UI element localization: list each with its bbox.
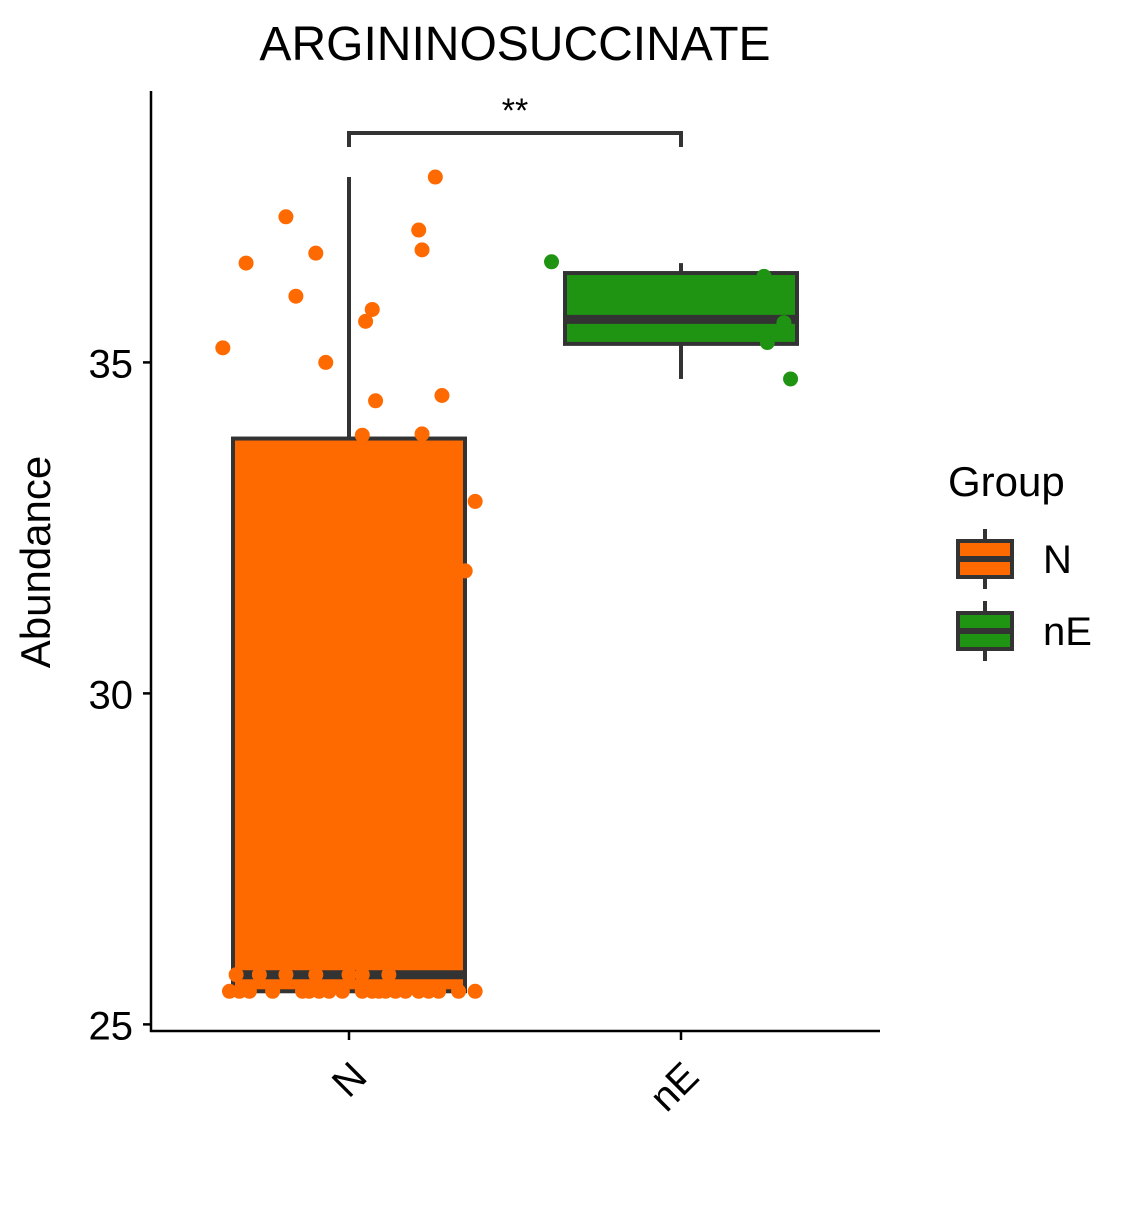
legend-label-N: N bbox=[1043, 538, 1072, 582]
data-point-N bbox=[278, 967, 294, 983]
data-point-N bbox=[278, 209, 294, 225]
data-point-N bbox=[251, 967, 267, 983]
legend-label-nE: nE bbox=[1043, 610, 1092, 654]
data-point-N bbox=[308, 245, 324, 261]
data-point-N bbox=[368, 393, 384, 409]
data-point-N bbox=[354, 967, 370, 983]
data-point-N bbox=[414, 242, 430, 258]
data-point-N bbox=[457, 563, 473, 579]
data-point-N bbox=[364, 301, 380, 317]
data-point-N bbox=[215, 340, 231, 356]
box-N bbox=[231, 436, 467, 994]
data-point-nE bbox=[776, 315, 792, 331]
data-point-N bbox=[434, 388, 450, 404]
data-point-N bbox=[397, 983, 413, 999]
data-point-N bbox=[318, 354, 334, 370]
y-tick-label: 35 bbox=[89, 342, 134, 386]
y-axis-label: Abundance bbox=[12, 456, 59, 669]
y-tick-label: 30 bbox=[89, 673, 134, 717]
data-point-nE bbox=[544, 254, 560, 270]
data-point-nE bbox=[759, 335, 775, 351]
chart-title: ARGININOSUCCINATE bbox=[259, 18, 770, 71]
x-tick-label: nE bbox=[642, 1054, 708, 1120]
data-point-N bbox=[238, 255, 254, 271]
data-point-N bbox=[341, 967, 357, 983]
legend: Group NnE bbox=[948, 458, 1092, 661]
data-point-N bbox=[288, 288, 304, 304]
data-point-N bbox=[381, 967, 397, 983]
data-point-N bbox=[431, 983, 447, 999]
data-point-N bbox=[308, 967, 324, 983]
data-point-nE bbox=[756, 268, 772, 284]
data-point-N bbox=[265, 983, 281, 999]
significance-label: ** bbox=[502, 92, 528, 130]
y-tick-label: 25 bbox=[89, 1004, 134, 1048]
legend-title: Group bbox=[948, 458, 1065, 505]
data-point-N bbox=[241, 983, 257, 999]
data-point-N bbox=[358, 313, 374, 329]
data-point-N bbox=[414, 426, 430, 442]
data-point-nE bbox=[783, 371, 799, 387]
significance-bracket bbox=[347, 131, 683, 147]
x-tick-label: N bbox=[324, 1054, 376, 1106]
data-point-nE bbox=[756, 296, 772, 312]
plot-area: 25 30 35 N nE ** bbox=[89, 91, 880, 1120]
data-point-N bbox=[334, 983, 350, 999]
data-point-N bbox=[411, 222, 427, 238]
data-point-N bbox=[451, 983, 467, 999]
data-point-N bbox=[354, 427, 370, 443]
data-point-N bbox=[427, 169, 443, 185]
data-point-N bbox=[228, 967, 244, 983]
data-point-N bbox=[321, 983, 337, 999]
data-point-N bbox=[467, 493, 483, 509]
data-point-N bbox=[467, 983, 483, 999]
